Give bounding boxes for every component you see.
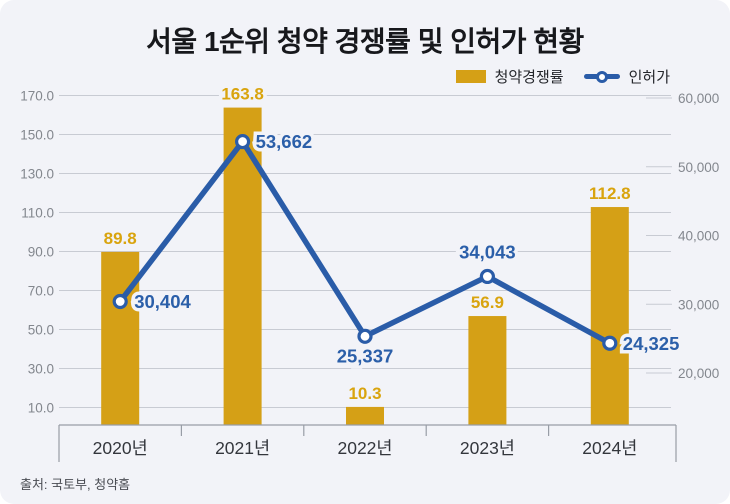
bar-2024년	[590, 207, 629, 425]
chart-title: 서울 1순위 청약 경쟁률 및 인허가 현황	[146, 26, 584, 57]
legend-label-line: 인허가	[628, 69, 670, 86]
category-label: 2020년	[93, 438, 148, 458]
right-axis-tick-label: 30,000	[678, 297, 719, 312]
bar-value-label: 56.9	[471, 293, 504, 312]
line-marker	[602, 335, 618, 351]
category-label: 2021년	[215, 438, 270, 458]
permits-line	[117, 138, 613, 347]
bar-2023년	[468, 316, 507, 425]
bar-value-label: 112.8	[589, 184, 631, 203]
category-label: 2023년	[460, 438, 515, 458]
line-marker	[235, 133, 251, 150]
left-axis-tick-label: 30.0	[28, 362, 54, 377]
bar-value-label: 10.3	[348, 384, 381, 403]
bar-series-swatch-icon	[455, 70, 486, 83]
left-axis-tick-label: 150.0	[20, 128, 54, 143]
left-axis-tick-label: 10.0	[28, 401, 54, 416]
category-label: 2024년	[582, 438, 637, 458]
left-axis-tick-label: 50.0	[28, 323, 54, 338]
line-value-label: 24,325	[623, 333, 680, 354]
line-marker	[479, 268, 495, 285]
line-value-label: 25,337	[337, 345, 394, 366]
legend-item-bar: 청약경쟁률	[455, 66, 564, 87]
left-axis-tick-label: 70.0	[28, 284, 54, 299]
bar-value-label: 89.8	[104, 229, 137, 248]
left-axis-tick-label: 170.0	[20, 89, 54, 104]
category-label: 2022년	[337, 438, 392, 458]
line-series-swatch-icon	[583, 70, 620, 83]
right-axis-tick-label: 20,000	[678, 366, 719, 381]
line-value-label: 30,404	[134, 291, 191, 312]
line-marker	[112, 293, 128, 310]
right-axis-tick-label: 50,000	[678, 160, 719, 175]
line-value-label: 53,662	[256, 131, 313, 152]
legend-label-bar: 청약경쟁률	[494, 69, 564, 86]
legend-item-line: 인허가	[583, 66, 670, 87]
legend: 청약경쟁률 인허가	[455, 66, 670, 87]
bar-value-label: 163.8	[221, 85, 264, 104]
left-axis-tick-label: 90.0	[28, 245, 54, 260]
line-value-label: 34,043	[459, 241, 516, 262]
bar-2020년	[101, 251, 140, 425]
line-marker	[357, 328, 373, 344]
left-axis-tick-label: 110.0	[21, 206, 54, 221]
right-axis-tick-label: 40,000	[678, 229, 719, 244]
bar-2022년	[346, 406, 384, 425]
left-axis-tick-label: 130.0	[20, 167, 54, 182]
right-axis-tick-label: 60,000	[678, 91, 719, 106]
line-swatch-marker-icon	[595, 70, 608, 83]
source-note: 출처: 국토부, 청약홈	[20, 477, 131, 492]
